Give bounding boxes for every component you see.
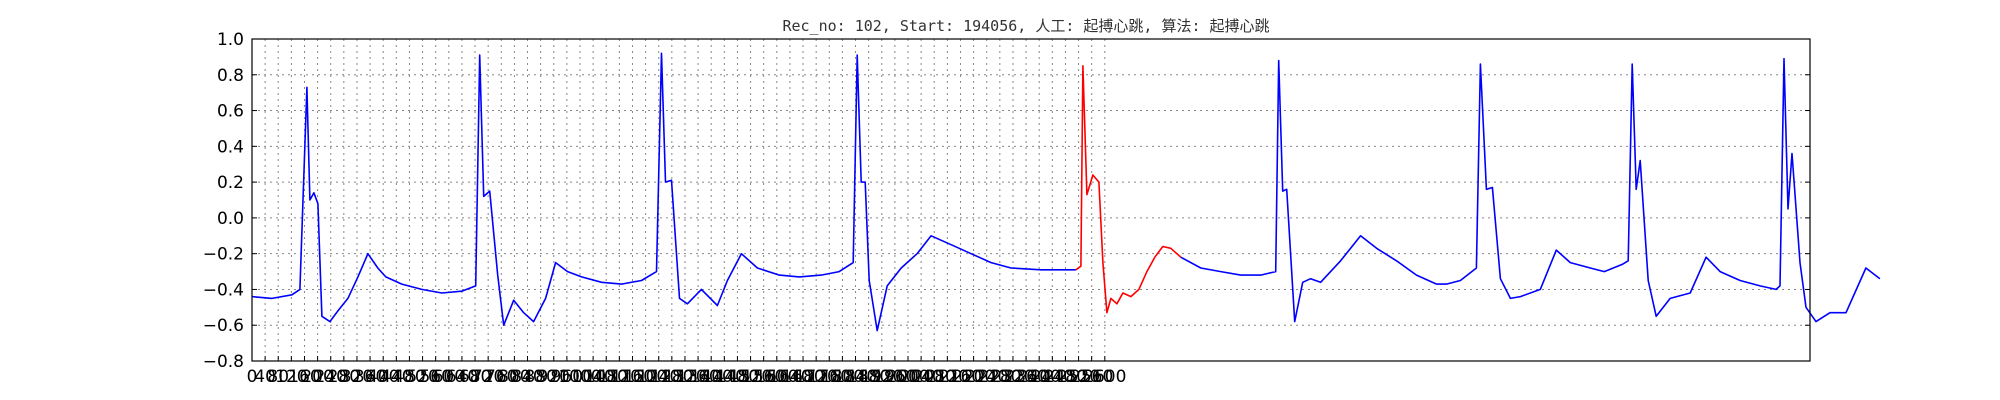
y-tick-label: 0.8 [217,66,244,86]
x-tick-label: 1320 [663,367,706,387]
x-tick-label: 2360 [1004,367,1047,387]
x-tick-label: 2440 [1031,367,1074,387]
x-axis: 0408012016020024028032036040044048052056… [247,356,1126,387]
x-tick-label: 480 [393,367,425,387]
x-tick-label: 360 [354,367,386,387]
x-tick-label: 1640 [768,367,811,387]
x-tick-label: 2560 [1070,367,1113,387]
x-tick-label: 2240 [965,367,1008,387]
x-tick-label: 960 [551,367,583,387]
y-tick-label: 0.2 [217,173,244,193]
x-tick-label: 1880 [847,367,890,387]
grid-lines [251,38,1810,362]
x-tick-label: 1440 [703,367,746,387]
x-tick-label: 240 [314,367,346,387]
x-tick-label: 80 [267,367,289,387]
x-tick-label: 680 [459,367,491,387]
plot-frame [251,38,1811,362]
y-tick-label: 0.6 [217,102,244,122]
x-tick-label: 1800 [821,367,864,387]
x-tick-label: 720 [472,367,504,387]
x-tick-label: 800 [498,367,530,387]
x-tick-label: 1760 [808,367,851,387]
x-tick-label: 1200 [624,367,667,387]
y-tick-label: 0.4 [217,137,244,157]
x-tick-label: 520 [406,367,438,387]
x-tick-label: 1600 [755,367,798,387]
x-tick-label: 2160 [939,367,982,387]
x-tick-label: 1240 [637,367,680,387]
x-tick-label: 640 [446,367,478,387]
x-tick-label: 840 [511,367,543,387]
x-tick-label: 2480 [1044,367,1087,387]
x-tick-label: 1400 [690,367,733,387]
x-tick-label: 760 [485,367,517,387]
x-tick-label: 2280 [978,367,1021,387]
x-tick-label: 1920 [860,367,903,387]
x-tick-label: 2400 [1018,367,1061,387]
x-tick-label: 320 [341,367,373,387]
x-tick-label: 2200 [952,367,995,387]
y-tick-label: 1.0 [217,30,244,50]
y-tick-label: −0.6 [203,316,244,336]
series-line-2 [1075,65,1182,314]
x-tick-label: 1840 [834,367,877,387]
x-tick-label: 0 [247,367,258,387]
x-tick-label: 200 [301,367,333,387]
x-tick-label: 1680 [781,367,824,387]
y-tick-label: −0.8 [203,352,244,372]
x-tick-label: 560 [419,367,451,387]
x-tick-label: 280 [328,367,360,387]
x-tick-label: 2080 [913,367,956,387]
x-tick-label: 1560 [742,367,785,387]
y-tick-label: 0.0 [217,209,244,229]
x-tick-label: 920 [538,367,570,387]
series-line-3 [1180,57,1881,323]
x-tick-label: 1160 [611,367,654,387]
x-tick-label: 600 [433,367,465,387]
series-line-1 [251,52,1076,332]
x-tick-label: 1520 [729,367,772,387]
y-tick-label: −0.2 [203,245,244,265]
y-tick-label: −0.4 [203,280,244,300]
x-tick-label: 40 [254,367,276,387]
x-tick-label: 1480 [716,367,759,387]
x-tick-label: 160 [288,367,320,387]
x-tick-label: 1120 [598,367,641,387]
x-tick-label: 120 [275,367,307,387]
x-tick-label: 1080 [585,367,628,387]
x-tick-label: 400 [367,367,399,387]
x-tick-label: 880 [524,367,556,387]
x-tick-label: 2600 [1083,367,1126,387]
x-tick-label: 2040 [899,367,942,387]
x-tick-label: 2520 [1057,367,1100,387]
x-tick-label: 1960 [873,367,916,387]
x-tick-label: 440 [380,367,412,387]
x-tick-label: 1040 [571,367,614,387]
x-tick-label: 2120 [926,367,969,387]
x-tick-label: 2000 [886,367,929,387]
x-tick-label: 1280 [650,367,693,387]
x-tick-label: 1360 [676,367,719,387]
x-tick-label: 2320 [991,367,1034,387]
y-axis: −0.8 −0.6 −0.4 −0.2 0.0 0.2 0.4 0.6 0.8 1.0 [203,30,1810,372]
series-layer [251,52,1881,332]
x-tick-label: 1000 [558,367,601,387]
x-tick-label: 1720 [795,367,838,387]
chart-title: Rec_no: 102, Start: 194056, 人工: 起搏心跳, 算法… [782,17,1269,35]
